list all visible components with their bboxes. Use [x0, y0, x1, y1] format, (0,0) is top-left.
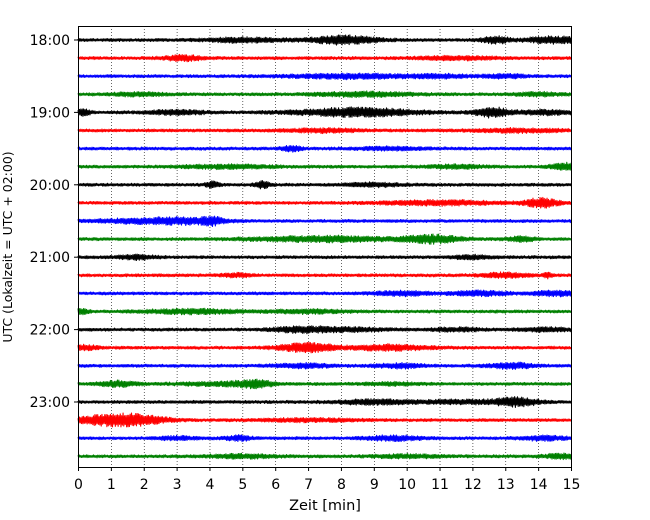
- x-tick-label-3: 3: [173, 477, 182, 493]
- x-tick-label-6: 6: [271, 477, 280, 493]
- y-tick-label-19:00: 19:00: [30, 105, 70, 121]
- trace-1800: [77, 53, 572, 63]
- trace-2130: [77, 307, 572, 316]
- trace-1915: [77, 145, 572, 153]
- trace-1745: [77, 34, 572, 46]
- trace-1930: [77, 161, 572, 171]
- trace-1945: [77, 180, 572, 190]
- trace-2200: [77, 341, 572, 354]
- y-axis-title: UTC (Lokalzeit = UTC + 02:00): [0, 151, 15, 342]
- seismic-traces: [77, 34, 572, 461]
- x-tick-label-15: 15: [563, 477, 581, 493]
- trace-2300: [77, 412, 572, 428]
- trace-2045: [77, 253, 572, 261]
- x-tick-label-5: 5: [238, 477, 247, 493]
- trace-1900: [77, 126, 572, 135]
- trace-2145: [77, 325, 572, 335]
- x-tick-label-10: 10: [398, 477, 416, 493]
- trace-1845: [77, 106, 572, 119]
- x-axis-title: Zeit [min]: [289, 498, 361, 514]
- plot-frame: [78, 26, 572, 468]
- trace-2015: [77, 215, 572, 227]
- x-axis: 0 1 2 3 4 5 6 7 8 9 10 11 12 13 14 15: [74, 467, 580, 493]
- trace-2030: [77, 233, 572, 245]
- y-tick-label-18:00: 18:00: [30, 33, 70, 49]
- trace-2215: [77, 361, 572, 370]
- trace-2230: [77, 378, 572, 390]
- x-tick-label-4: 4: [206, 477, 215, 493]
- trace-2000: [77, 196, 572, 209]
- trace-2330: [77, 452, 572, 461]
- trace-1815: [77, 72, 572, 81]
- x-tick-label-2: 2: [140, 477, 149, 493]
- x-tick-label-8: 8: [337, 477, 346, 493]
- x-tick-label-0: 0: [74, 477, 83, 493]
- x-tick-label-13: 13: [497, 477, 515, 493]
- y-tick-label-21:00: 21:00: [30, 250, 70, 266]
- x-tick-label-1: 1: [107, 477, 116, 493]
- y-tick-label-23:00: 23:00: [30, 395, 70, 411]
- x-tick-label-14: 14: [530, 477, 548, 493]
- trace-2315: [77, 434, 572, 443]
- trace-1830: [77, 90, 572, 99]
- x-tick-label-9: 9: [370, 477, 379, 493]
- x-tick-label-11: 11: [431, 477, 449, 493]
- trace-2100: [77, 271, 572, 280]
- y-axis: 18:00 19:00 20:00 21:00 22:00 23:00: [30, 33, 78, 411]
- trace-2245: [77, 396, 572, 408]
- y-tick-label-22:00: 22:00: [30, 323, 70, 339]
- y-tick-label-20:00: 20:00: [30, 178, 70, 194]
- x-tick-label-7: 7: [304, 477, 313, 493]
- x-tick-label-12: 12: [464, 477, 482, 493]
- trace-2115: [77, 289, 572, 298]
